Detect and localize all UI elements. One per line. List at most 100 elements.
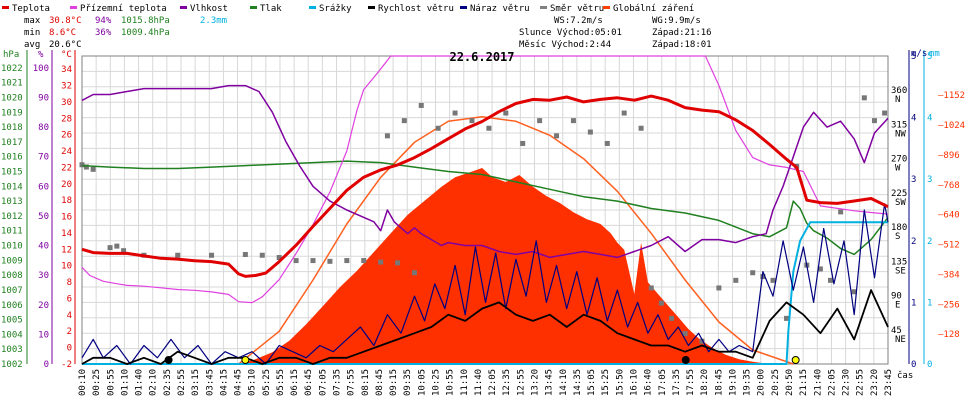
tick-label-x: 19:35 (743, 369, 753, 396)
series-humidity (81, 84, 889, 259)
tick-label-hpa: 1010 (1, 242, 23, 252)
wind-direction-point (716, 285, 722, 291)
axis-hpa-title: hPa (3, 50, 19, 60)
tick-label-ms: 5 (911, 52, 916, 62)
tick-label-pct: 70 (38, 153, 49, 163)
wind-direction-point (114, 243, 120, 249)
tick-label-x: 08:15 (361, 369, 371, 396)
tick-label-x: 16:40 (644, 369, 654, 396)
tick-label-x: 07:05 (318, 369, 328, 396)
tick-label-hpa: 1011 (1, 227, 23, 237)
wind-direction-point (79, 162, 85, 168)
wind-direction-point (851, 289, 857, 295)
tick-label-dir: 360 (891, 86, 907, 96)
tick-label-x: 03:15 (191, 369, 201, 396)
wind-direction-point (733, 277, 739, 283)
tick-label-temp: 14 (61, 229, 72, 239)
axes-layer: hPa% °C1002100310041005100610071008100910… (1, 49, 965, 396)
tick-label-pct: 80 (38, 123, 49, 133)
stat-avg-label: avg (24, 40, 40, 50)
wind-direction-point (83, 164, 89, 170)
station-info: WS:7.2m/s WG:9.9m/s Slunce Východ:05:01 … (519, 16, 712, 50)
tick-label-x: 12:05 (488, 369, 498, 396)
wind-direction-point (327, 258, 333, 264)
tick-label-x: 05:55 (276, 369, 286, 396)
tick-label-x: 07:35 (333, 369, 343, 396)
tick-label-x: 22:05 (827, 369, 837, 396)
wind-direction-point (401, 118, 407, 124)
wind-direction-point (658, 300, 664, 306)
tick-label-temp: 22 (61, 163, 72, 173)
stat-min-hum: 36% (95, 28, 112, 38)
stat-max-rain: 2.3mm (200, 16, 227, 26)
axis-ms-title: m/s (911, 49, 927, 59)
tick-label-x: 11:40 (474, 369, 484, 396)
tick-label-pct: 60 (38, 182, 49, 192)
legend-label: Globální záření (613, 4, 694, 14)
tick-label-temp: 26 (61, 131, 72, 141)
tick-label-x: 15:05 (587, 369, 597, 396)
radiation-layer (82, 115, 888, 365)
sunrise-marker (241, 356, 250, 364)
wind-direction-point (621, 110, 627, 116)
wind-direction-point (276, 255, 282, 261)
tick-label-x: 21:15 (799, 369, 809, 396)
wind-direction-point (770, 277, 776, 283)
tick-label-temp: 0 (67, 344, 72, 354)
stat-max-label: max (24, 16, 41, 26)
tick-label-compass: E (895, 301, 900, 311)
info-moon: Měsíc Východ:2:44 (519, 40, 611, 50)
info-sun: Slunce Východ:05:01 (519, 28, 622, 38)
tick-label-temp: 4 (67, 311, 72, 321)
wind-direction-point (395, 260, 401, 266)
tick-label-radiation: –256 (938, 300, 960, 310)
legend-swatch (309, 6, 316, 9)
tick-label-hpa: 1020 (1, 93, 23, 103)
legend-label: Teplota (12, 4, 50, 14)
tick-label-x: 17:35 (672, 369, 682, 396)
tick-label-mm: 0 (927, 360, 932, 370)
tick-label-x: 13:20 (530, 369, 540, 396)
wind-direction-point (259, 252, 265, 258)
tick-label-compass: S (895, 232, 900, 242)
wind-direction-point (648, 285, 654, 291)
tick-label-pct: 50 (38, 212, 49, 222)
wind-direction-point (121, 248, 127, 254)
tick-label-radiation: –896 (938, 151, 960, 161)
wind-direction-point (361, 258, 367, 264)
legend-swatch (603, 6, 610, 9)
wind-direction-point (469, 118, 475, 124)
wind-direction-point (310, 258, 316, 264)
tick-label-x: 09:35 (403, 369, 413, 396)
tick-label-x: 20:50 (785, 369, 795, 396)
tick-label-x: 13:45 (545, 369, 555, 396)
wind-direction-point (520, 140, 526, 146)
tick-label-hpa: 1005 (1, 316, 23, 326)
tick-label-radiation: –384 (938, 270, 960, 280)
tick-label-x: 02:10 (149, 369, 159, 396)
legend-swatch (368, 6, 375, 9)
tick-label-compass: SW (895, 198, 906, 208)
tick-label-x: 12:55 (516, 369, 526, 396)
wind-direction-point (90, 166, 96, 172)
series-rain (82, 221, 888, 365)
wind-direction-point (435, 125, 441, 131)
tick-label-pct: 30 (38, 271, 49, 281)
wind-direction-point (293, 258, 299, 264)
tick-label-hpa: 1006 (1, 301, 23, 311)
tick-label-x: 01:40 (135, 369, 145, 396)
tick-label-x: 16:10 (629, 369, 639, 396)
tick-label-x: 20:25 (771, 369, 781, 396)
wind-direction-point (503, 110, 509, 116)
tick-label-x: 03:45 (205, 369, 215, 396)
series-solar-max (238, 115, 794, 365)
tick-label-hpa: 1021 (1, 79, 23, 89)
tick-label-pct: 10 (38, 330, 49, 340)
series-ground-temperature (81, 55, 889, 304)
tick-label-dir: 135 (891, 257, 907, 267)
tick-label-x: 05:25 (262, 369, 272, 396)
tick-label-x: 05:10 (248, 369, 258, 396)
tick-label-temp: 30 (61, 98, 72, 108)
wind-direction-point (570, 118, 576, 124)
tick-label-temp: 6 (67, 294, 72, 304)
